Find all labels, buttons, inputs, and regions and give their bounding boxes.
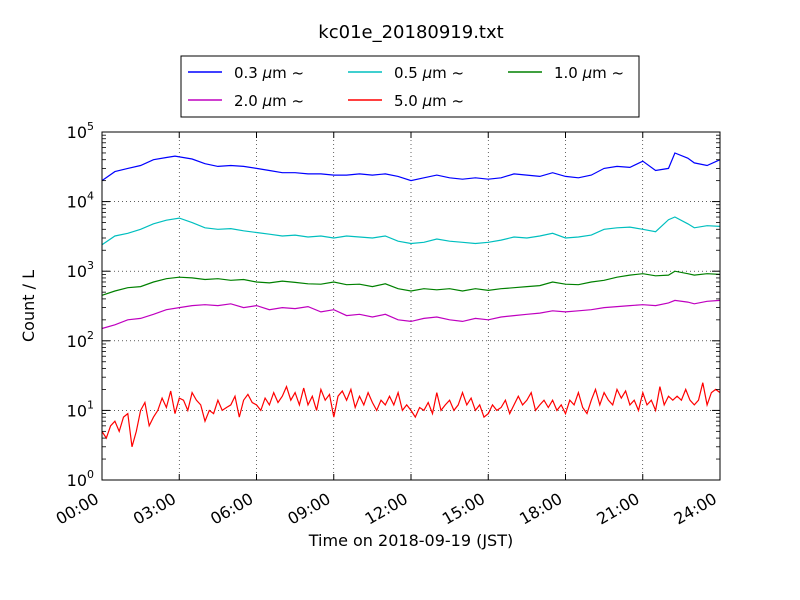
y-tick-label: 102 — [67, 329, 94, 351]
legend-label: 2.0 μm ~ — [234, 92, 304, 110]
x-tick-label: 03:00 — [130, 489, 179, 529]
y-axis-label: Count / L — [19, 270, 38, 342]
x-tick-label: 15:00 — [439, 489, 488, 529]
legend-label: 1.0 μm ~ — [554, 64, 624, 82]
y-tick-labels: 100 101 102 103 104 105 — [67, 120, 94, 490]
x-tick-label: 09:00 — [284, 489, 333, 529]
x-tick-label: 24:00 — [671, 489, 720, 529]
series-line-4 — [101, 382, 721, 447]
series-line-0 — [101, 152, 721, 182]
x-tick-label: 00:00 — [53, 489, 102, 529]
legend: 0.3 μm ~ 0.5 μm ~ 1.0 μm ~ 2.0 μm ~ 5.0 μm ~ — [180, 55, 640, 118]
x-tick-label: 21:00 — [593, 489, 642, 529]
legend-label: 0.5 μm ~ — [394, 64, 464, 82]
x-tick-label: 06:00 — [207, 489, 256, 529]
y-tick-label: 103 — [67, 259, 94, 281]
legend-label: 0.3 μm ~ — [234, 64, 304, 82]
legend-box — [180, 55, 640, 118]
axis-ticks — [101, 131, 721, 481]
series-line-2 — [101, 270, 721, 296]
y-tick-label: 105 — [67, 120, 94, 142]
chart-title: kc01e_20180919.txt — [318, 22, 503, 43]
y-tick-label: 104 — [67, 190, 94, 212]
legend-label: 5.0 μm ~ — [394, 92, 464, 110]
x-axis-label: Time on 2018-09-19 (JST) — [308, 531, 513, 550]
series-lines — [101, 152, 721, 447]
x-tick-labels: 00:00 03:00 06:00 09:00 12:00 15:00 18:00 21:00… — [53, 489, 720, 529]
series-line-1 — [101, 216, 721, 246]
x-tick-label: 18:00 — [516, 489, 565, 529]
x-tick-label: 12:00 — [362, 489, 411, 529]
series-line-3 — [101, 299, 721, 330]
y-tick-label: 100 — [67, 468, 94, 490]
y-tick-label: 101 — [67, 398, 94, 420]
